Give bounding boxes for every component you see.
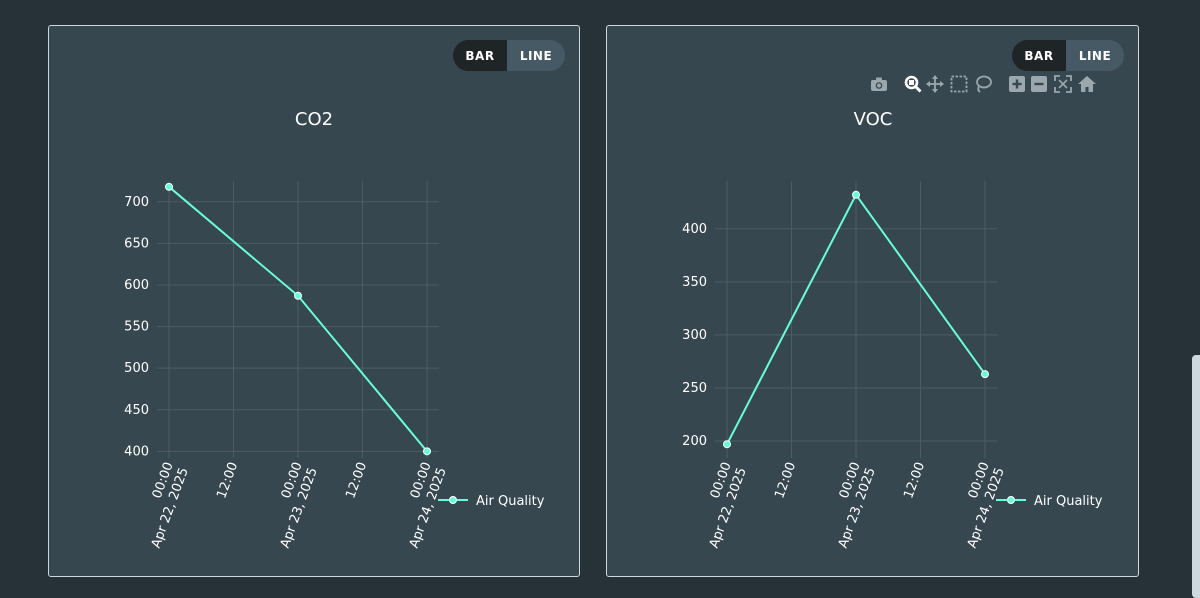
chart-title: VOC [854,109,893,130]
x-tick-time: 12:00 [214,460,241,500]
y-tick-label: 400 [682,222,707,237]
y-tick-label: 550 [124,320,149,335]
y-tick-label: 250 [682,381,707,396]
line-toggle-button[interactable]: LINE [1066,40,1124,71]
data-point [852,190,860,199]
co2-chart-panel: 400 450 500 550 600 650 700 00:00 Apr 22, 2025 12… [48,25,580,577]
chart-title: CO2 [295,109,333,130]
lasso-select-icon[interactable] [973,74,993,94]
x-tick-time: 12:00 [343,460,370,500]
zoom-in-icon[interactable] [1007,74,1027,94]
legend-label: Air Quality [1034,494,1103,509]
x-tick-label: 12:00 [214,460,241,500]
y-tick-label: 700 [124,195,149,210]
data-point [981,370,989,379]
line-toggle-button[interactable]: LINE [507,40,565,71]
y-tick-label: 600 [124,278,149,293]
camera-icon[interactable] [869,74,889,94]
y-tick-label: 650 [124,236,149,251]
pan-icon[interactable] [925,74,945,94]
y-tick-label: 200 [682,434,707,449]
x-tick-label: 12:00 [343,460,370,500]
zoom-icon[interactable] [903,74,923,94]
chart-modebar [869,74,1119,94]
legend-item: Air Quality [996,494,1103,509]
legend-label: Air Quality [476,494,545,509]
voc-chart-panel: 200 250 300 350 400 00:00 Apr 22, 2025 12:00 00:… [606,25,1139,577]
reset-axes-icon[interactable] [1077,74,1097,94]
box-select-icon[interactable] [949,74,969,94]
data-point [723,440,731,449]
zoom-out-icon[interactable] [1029,74,1049,94]
y-tick-label: 400 [124,444,149,459]
chart-type-toggle[interactable]: BAR LINE [1012,40,1124,71]
autoscale-icon[interactable] [1053,74,1073,94]
y-tick-label: 350 [682,275,707,290]
x-tick-time: 12:00 [772,460,799,500]
legend-marker [1007,496,1015,504]
bar-toggle-button[interactable]: BAR [1012,40,1066,71]
bar-toggle-button[interactable]: BAR [453,40,507,71]
legend-marker [449,496,457,504]
legend-item: Air Quality [438,494,545,509]
chart-type-toggle[interactable]: BAR LINE [453,40,565,71]
x-tick-label: 12:00 [772,460,799,500]
y-tick-label: 300 [682,328,707,343]
y-tick-label: 450 [124,403,149,418]
data-point [294,291,302,300]
data-point [423,447,431,456]
data-point [165,182,173,191]
page-scrollbar[interactable] [1192,355,1200,598]
x-tick-label: 12:00 [901,460,928,500]
y-tick-label: 500 [124,361,149,376]
x-tick-time: 12:00 [901,460,928,500]
